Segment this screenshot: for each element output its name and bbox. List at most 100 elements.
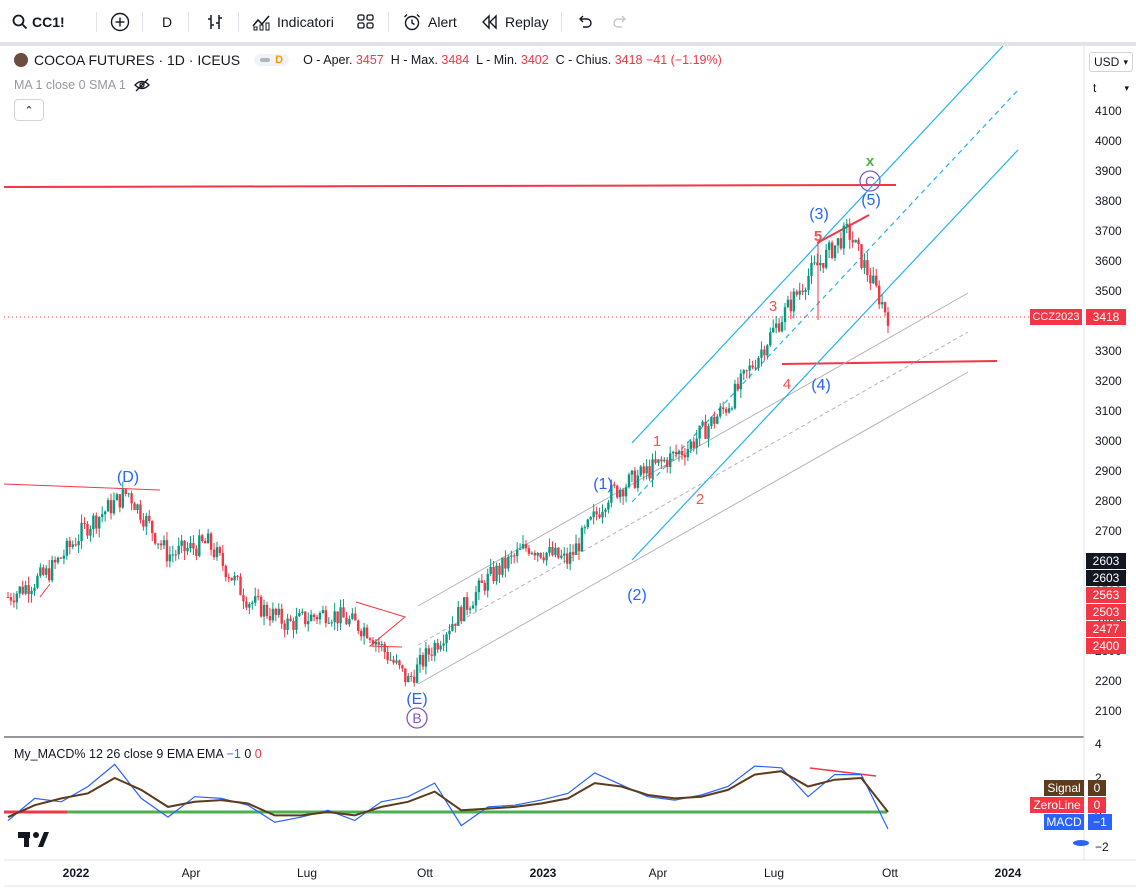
candle-body [201, 535, 204, 542]
candle-body [368, 638, 372, 641]
candle-body [836, 238, 840, 246]
candle-body [36, 575, 39, 588]
price-tick: 3700 [1095, 224, 1122, 238]
gray-channel-upper[interactable] [417, 292, 969, 607]
time-label: 2022 [63, 866, 90, 880]
layouts-button[interactable] [356, 0, 376, 44]
chevron-up-icon: ⌃ [24, 104, 34, 117]
redo-button[interactable] [612, 0, 630, 44]
candle-body [21, 586, 24, 594]
macd-pane[interactable] [4, 763, 1089, 846]
subwave-4-label[interactable]: 4 [783, 376, 791, 393]
resistance-line[interactable] [3, 184, 897, 188]
candle-body [613, 484, 616, 486]
price-tick: 2800 [1095, 494, 1122, 508]
subwave-5-label[interactable]: 5 [814, 228, 822, 245]
price-badge-value: 2477 [1092, 622, 1120, 636]
wave-b-label[interactable]: B [412, 710, 421, 726]
candle-body [854, 239, 857, 243]
small-trend-line[interactable] [39, 583, 51, 598]
alert-button[interactable]: Alert [402, 0, 457, 44]
price-pane[interactable] [4, 46, 1084, 736]
gray-channel-lower[interactable] [417, 371, 969, 685]
subwave-3-label[interactable]: 3 [769, 298, 777, 315]
candle-body [445, 634, 448, 644]
divider [238, 12, 239, 32]
candle-body [639, 466, 642, 476]
candle-body [109, 500, 113, 514]
candle-body [439, 645, 442, 650]
wave-2-label[interactable]: (2) [627, 587, 647, 604]
candle-body [798, 290, 801, 295]
grid-layout-icon [357, 14, 374, 29]
wave-1-label[interactable]: (1) [593, 476, 613, 493]
ma-legend[interactable]: MA 1 close 0 SMA 1 [14, 78, 150, 92]
candle-body [524, 544, 528, 549]
subwave-2-label[interactable]: 2 [696, 491, 704, 508]
price-scale[interactable]: 4100400039003800370036003500340033003200… [1095, 104, 1122, 718]
candle-body [168, 554, 172, 562]
candle-body [130, 493, 133, 504]
candle-body [145, 515, 148, 527]
change-value: −41 (−1.19%) [646, 53, 722, 67]
time-label: Ott [882, 866, 899, 880]
wave-5-label[interactable]: (5) [861, 192, 881, 209]
wave-3-label[interactable]: (3) [809, 206, 829, 223]
candle-body [677, 450, 681, 455]
unit-select[interactable]: t ▾ [1089, 78, 1133, 98]
candle-body [477, 580, 481, 593]
candle-body [212, 549, 216, 558]
candle-body [574, 543, 578, 555]
chart-type-button[interactable] [205, 0, 225, 44]
candle-body [480, 580, 484, 583]
trend-line-d[interactable] [3, 483, 161, 491]
candles-group[interactable] [6, 218, 890, 687]
candle-body [565, 553, 569, 564]
wave-x-label[interactable]: x [866, 153, 875, 170]
candle-body [330, 622, 333, 624]
candle-body [230, 577, 233, 581]
drawing-layer[interactable] [3, 45, 1030, 685]
wave-c-label[interactable]: C [865, 173, 875, 189]
wave-d-label[interactable]: (D) [117, 469, 139, 486]
undo-button[interactable] [575, 0, 593, 44]
subwave-1-label[interactable]: 1 [653, 433, 661, 450]
triangle-pattern[interactable] [355, 601, 407, 648]
time-axis[interactable]: 2022 Apr Lug Ott 2023 Apr Lug Ott 2024 [63, 866, 1022, 880]
candle-body [663, 459, 666, 462]
gray-channel-mid[interactable] [417, 331, 969, 646]
candle-body [510, 555, 513, 557]
candle-body [362, 627, 366, 637]
macd-tick: −2 [1095, 840, 1109, 854]
macd-line[interactable] [7, 763, 889, 830]
add-symbol-button[interactable] [110, 0, 130, 44]
candle-body [95, 515, 98, 529]
wave-labels[interactable]: (D) (E) B (1) (2) (3) (4) (5) C x 1 2 3 … [117, 153, 881, 729]
candle-body [304, 611, 307, 625]
blue-mark [1073, 840, 1089, 846]
candle-body [106, 500, 110, 512]
currency-select[interactable]: USD ▾ [1089, 52, 1133, 72]
divergence-line[interactable] [809, 767, 877, 777]
interval-button[interactable]: D [162, 0, 172, 44]
undo-icon [579, 15, 592, 28]
symbol-legend[interactable]: COCOA FUTURES · 1D · ICEUS D O - Aper. 3… [14, 52, 722, 68]
candle-body [819, 263, 822, 266]
candle-body [215, 547, 219, 558]
wave-e-label[interactable]: (E) [406, 691, 427, 708]
macd-legend[interactable]: My_MACD% 12 26 close 9 EMA EMA −1 0 0 [14, 747, 262, 761]
support-line[interactable] [781, 360, 998, 365]
replay-button[interactable]: Replay [481, 0, 549, 44]
signal-line[interactable] [7, 770, 889, 819]
eye-hidden-icon[interactable] [133, 78, 150, 92]
blue-channel-lower[interactable] [631, 149, 1019, 561]
collapse-legend-button[interactable]: ⌃ [14, 99, 44, 121]
candle-body [286, 618, 289, 630]
candle-body [710, 417, 713, 427]
indicators-button[interactable]: Indicatori [251, 0, 334, 44]
candle-body [465, 597, 469, 610]
wave-4-label[interactable]: (4) [811, 377, 831, 394]
symbol-search-button[interactable]: CC1! [12, 0, 65, 44]
candle-body [336, 611, 339, 624]
